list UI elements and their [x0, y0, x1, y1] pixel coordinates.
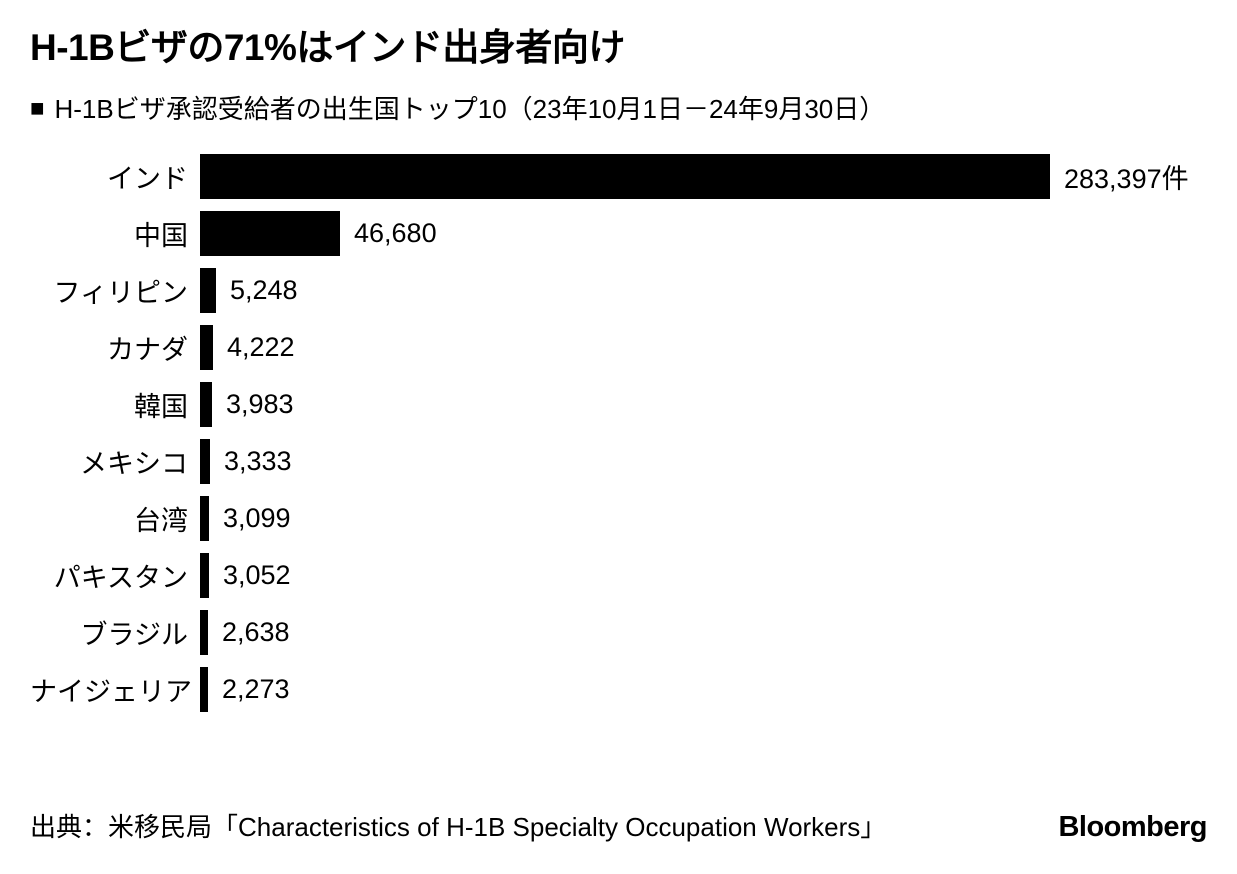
bar-track: 283,397件 [200, 154, 1207, 199]
bar-label: 台湾 [134, 506, 188, 536]
bar [200, 268, 216, 313]
bar-value: 2,273 [222, 674, 290, 704]
chart-subtitle-text: H-1Bビザ承認受給者の出生国トップ10（23年10月1日－24年9月30日） [54, 94, 886, 124]
bar [200, 439, 210, 484]
bar-value: 4,222 [227, 332, 295, 362]
bar [200, 496, 209, 541]
chart-row: ブラジル 2,638 [30, 610, 1207, 655]
bar-label: 中国 [134, 221, 188, 251]
bar-value: 2,638 [222, 617, 290, 647]
bar [200, 382, 212, 427]
bar-label: パキスタン [53, 563, 188, 593]
bar-track: 5,248 [200, 268, 1207, 313]
bloomberg-logo: Bloomberg [1058, 811, 1207, 843]
bar-track: 2,273 [200, 667, 1207, 712]
chart-row: パキスタン 3,052 [30, 553, 1207, 598]
bar-track: 3,333 [200, 439, 1207, 484]
bar-track: 3,983 [200, 382, 1207, 427]
bar [200, 610, 208, 655]
chart-row: フィリピン 5,248 [30, 268, 1207, 313]
chart-row: 台湾 3,099 [30, 496, 1207, 541]
bar [200, 325, 213, 370]
chart-row: 中国 46,680 [30, 211, 1207, 256]
bar-value: 46,680 [354, 218, 437, 248]
chart-row: 韓国 3,983 [30, 382, 1207, 427]
bar [200, 553, 209, 598]
page-title: H-1Bビザの71%はインド出身者向け [30, 27, 625, 68]
bar [200, 154, 1050, 199]
square-bullet-icon: ■ [30, 95, 45, 122]
bar-chart: インド 283,397件中国 46,680 フィリピン 5,248 カナダ 4,222 韓国 3… [30, 154, 1207, 712]
source-note: 出典：米移民局「Characteristics of H-1B Specialt… [30, 812, 887, 842]
bar [200, 211, 340, 256]
bar-label: フィリピン [53, 278, 188, 308]
chart-row: ナイジェリア 2,273 [30, 667, 1207, 712]
bar-label: インド [107, 164, 188, 194]
bar-label: カナダ [107, 335, 188, 365]
bar-track: 2,638 [200, 610, 1207, 655]
bar-label: 韓国 [134, 392, 188, 422]
bar-value: 3,333 [224, 446, 292, 476]
footer: 出典：米移民局「Characteristics of H-1B Specialt… [30, 810, 1207, 844]
bar-value: 3,983 [226, 389, 294, 419]
bar-label: メキシコ [80, 449, 188, 479]
bar-track: 46,680 [200, 211, 1207, 256]
bar-track: 3,052 [200, 553, 1207, 598]
chart-row: メキシコ 3,333 [30, 439, 1207, 484]
bar-label: ブラジル [80, 620, 188, 650]
bar-label: ナイジェリア [30, 677, 192, 707]
bar [200, 667, 208, 712]
bar-track: 4,222 [200, 325, 1207, 370]
bar-track: 3,099 [200, 496, 1207, 541]
bar-value: 3,099 [223, 503, 291, 533]
chart-row: カナダ 4,222 [30, 325, 1207, 370]
bar-value: 3,052 [223, 560, 291, 590]
chart-row: インド 283,397件 [30, 154, 1207, 199]
chart-subtitle: ■ H-1Bビザ承認受給者の出生国トップ10（23年10月1日－24年9月30日… [30, 92, 1207, 126]
bar-value: 5,248 [230, 275, 298, 305]
bar-value: 283,397件 [1064, 164, 1189, 194]
